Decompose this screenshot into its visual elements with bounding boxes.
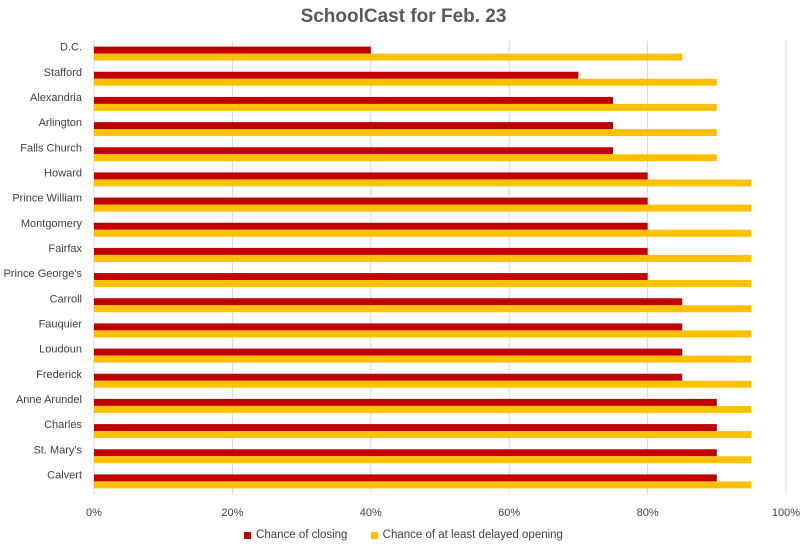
- bar-closing-17: [94, 474, 717, 482]
- category-label: Falls Church: [20, 142, 82, 154]
- bar-closing-13: [94, 373, 683, 381]
- x-tick-label: 60%: [498, 507, 520, 519]
- bar-closing-7: [94, 222, 648, 230]
- bar-closing-14: [94, 398, 717, 406]
- bar-closing-15: [94, 424, 717, 432]
- legend-item-closing: Chance of closing: [244, 529, 347, 541]
- bar-delayed-6: [94, 204, 752, 212]
- bar-closing-10: [94, 298, 683, 306]
- category-label: Montgomery: [21, 218, 83, 230]
- bar-closing-6: [94, 197, 648, 205]
- bar-closing-9: [94, 273, 648, 281]
- legend-label-closing: Chance of closing: [256, 529, 348, 541]
- gridlines: [93, 41, 787, 494]
- bar-delayed-8: [94, 254, 752, 262]
- bar-closing-0: [94, 46, 371, 54]
- x-tick-label: 40%: [360, 507, 382, 519]
- legend-label-delayed: Chance of at least delayed opening: [382, 529, 563, 541]
- category-label: Charles: [44, 419, 82, 431]
- category-label: Calvert: [47, 469, 82, 481]
- x-tick-label: 20%: [221, 507, 243, 519]
- bar-delayed-12: [94, 355, 752, 363]
- bar-closing-1: [94, 71, 579, 79]
- legend-swatch-closing: [244, 531, 252, 539]
- legend-swatch-delayed: [370, 531, 378, 539]
- category-label: Stafford: [44, 67, 82, 79]
- bar-closing-8: [94, 247, 648, 255]
- x-tick-label: 80%: [637, 507, 659, 519]
- bar-delayed-4: [94, 154, 717, 162]
- bar-delayed-9: [94, 280, 752, 288]
- category-label: Fauquier: [39, 318, 83, 330]
- category-label: Howard: [44, 167, 82, 179]
- bar-delayed-11: [94, 330, 752, 338]
- category-label: Anne Arundel: [16, 394, 82, 406]
- category-label: Alexandria: [30, 92, 83, 104]
- legend-item-delayed: Chance of at least delayed opening: [370, 529, 563, 541]
- bar-closing-5: [94, 172, 648, 180]
- bar-delayed-0: [94, 53, 683, 61]
- bar-delayed-1: [94, 78, 717, 86]
- bar-delayed-17: [94, 481, 752, 489]
- category-label: Prince William: [12, 193, 82, 205]
- bar-closing-11: [94, 323, 683, 331]
- x-tick-label: 0%: [86, 507, 102, 519]
- category-labels: D.C. Stafford Alexandria Arlington Falls Chu…: [3, 42, 82, 482]
- bars: [94, 46, 752, 489]
- legend: Chance of closing Chance of at least del…: [0, 529, 807, 541]
- bar-closing-16: [94, 449, 717, 457]
- bar-delayed-7: [94, 229, 752, 237]
- chart-title: SchoolCast for Feb. 23: [300, 6, 507, 27]
- bar-delayed-2: [94, 103, 717, 111]
- category-label: Fairfax: [48, 243, 82, 255]
- category-label: Carroll: [50, 293, 82, 305]
- bar-delayed-3: [94, 129, 717, 137]
- bar-delayed-5: [94, 179, 752, 187]
- bar-closing-2: [94, 96, 613, 104]
- bar-delayed-10: [94, 305, 752, 313]
- bar-closing-12: [94, 348, 683, 356]
- bar-closing-4: [94, 147, 613, 155]
- category-label: Loudoun: [39, 344, 82, 356]
- bar-delayed-13: [94, 380, 752, 388]
- category-label: St. Mary's: [33, 444, 82, 456]
- bar-closing-3: [94, 122, 613, 130]
- category-label: Arlington: [39, 117, 82, 129]
- x-axis-tick-labels: 0% 20% 40% 60% 80% 100%: [86, 507, 800, 519]
- bar-delayed-16: [94, 456, 752, 464]
- x-tick-label: 100%: [772, 507, 800, 519]
- category-label: D.C.: [60, 42, 82, 54]
- category-label: Frederick: [36, 369, 82, 381]
- bar-delayed-14: [94, 405, 752, 413]
- category-label: Prince George's: [3, 268, 82, 280]
- bar-delayed-15: [94, 431, 752, 439]
